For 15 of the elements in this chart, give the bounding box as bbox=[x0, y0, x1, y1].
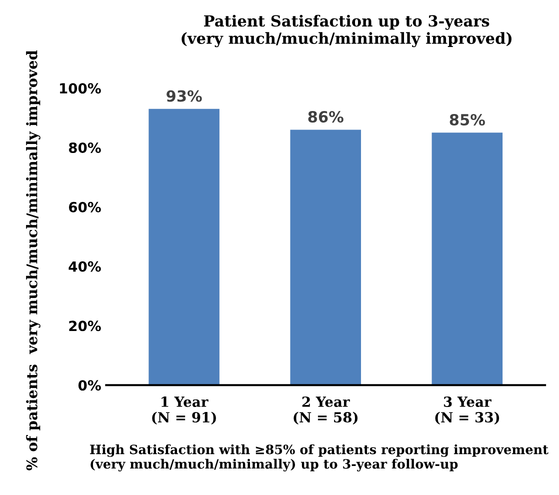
x-tick-label: 3 Year (N = 33) bbox=[435, 396, 500, 424]
data-label: 85% bbox=[450, 114, 485, 126]
y-tick-label: 100% bbox=[60, 83, 101, 94]
y-tick-label: 20% bbox=[69, 320, 101, 332]
y-tick-label: 40% bbox=[68, 261, 101, 272]
y-tick-label: 60% bbox=[68, 202, 101, 212]
x-tick-label: 1 Year (N = 91) bbox=[152, 396, 216, 424]
y-axis-title: % of patients very much/much/minimally improved bbox=[26, 50, 40, 470]
y-tick-label: 80% bbox=[68, 142, 101, 153]
x-tick-label: 2 Year (N = 58) bbox=[294, 396, 358, 424]
y-tick-label: 0% bbox=[78, 380, 101, 391]
data-label: 93% bbox=[166, 90, 202, 102]
chart-title: Patient Satisfaction up to 3-years (very much/much/minimally improved) bbox=[182, 14, 512, 48]
text: High Satisfaction with ≥85% of patients reporting improvement (very much/much/minimally) up to 3-year follow-up bbox=[90, 444, 548, 472]
data-label: 86% bbox=[308, 111, 344, 123]
